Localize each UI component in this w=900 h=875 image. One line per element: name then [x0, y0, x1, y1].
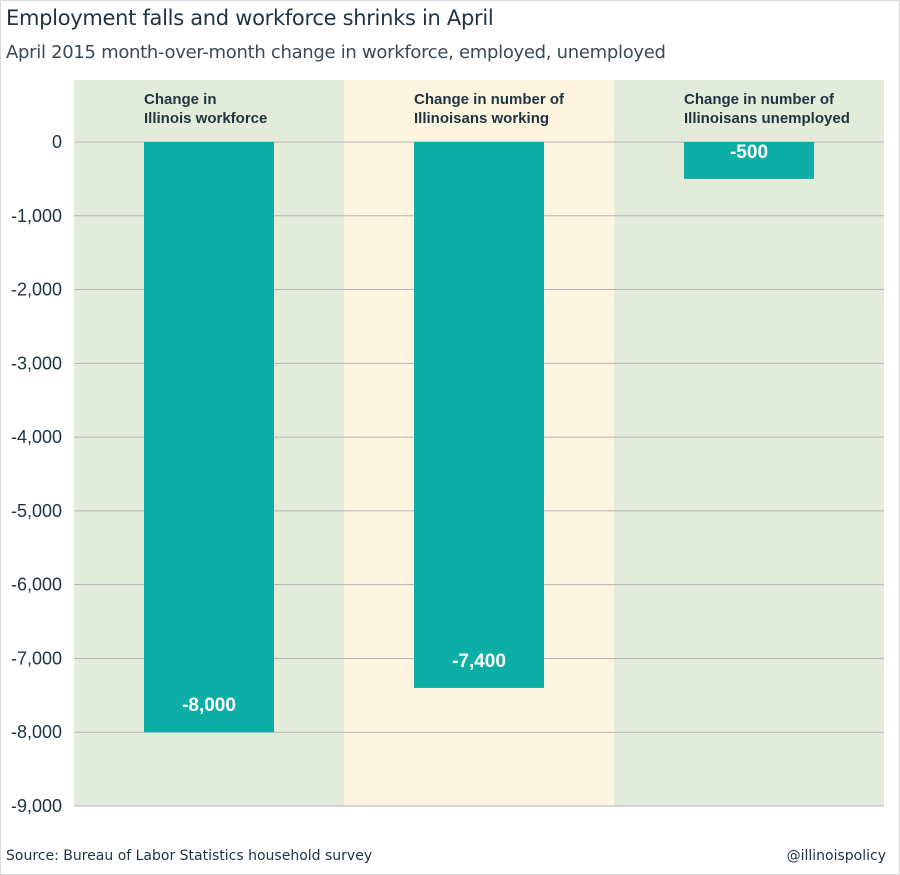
- bar: [144, 142, 274, 733]
- y-tick-label: -4,000: [11, 427, 62, 447]
- y-tick-label: -9,000: [11, 796, 62, 816]
- data-label: -500: [730, 142, 768, 163]
- bar-chart: 0 -1,000 -2,000 -3,000 -4,000 -5,000 -6,000 -7,…: [11, 80, 884, 816]
- category-band: [614, 80, 884, 806]
- category-label: Illinoisans unemployed: [684, 110, 850, 127]
- y-tick-label: -1,000: [11, 206, 62, 226]
- y-tick-label: -2,000: [11, 280, 62, 300]
- bar: [414, 142, 544, 688]
- y-tick-label: -6,000: [11, 575, 62, 595]
- y-tick-label: -5,000: [11, 501, 62, 521]
- bar: [684, 142, 814, 179]
- chart-subtitle: April 2015 month-over-month change in wo…: [6, 42, 666, 63]
- y-tick-label: -3,000: [11, 353, 62, 373]
- y-tick-label: -7,000: [11, 648, 62, 668]
- category-label: Illinois workforce: [144, 110, 267, 127]
- y-tick-label: 0: [52, 132, 62, 152]
- category-label: Change in number of: [414, 91, 565, 108]
- data-label: -8,000: [182, 695, 236, 716]
- chart-title: Employment falls and workforce shrinks i…: [6, 6, 494, 30]
- data-label: -7,400: [452, 651, 506, 672]
- category-label: Change in: [144, 91, 217, 108]
- category-label: Illinoisans working: [414, 110, 549, 127]
- source-note: Source: Bureau of Labor Statistics house…: [6, 848, 373, 864]
- category-label: Change in number of: [684, 91, 835, 108]
- twitter-handle: @illinoispolicy: [786, 848, 886, 864]
- y-tick-label: -8,000: [11, 722, 62, 742]
